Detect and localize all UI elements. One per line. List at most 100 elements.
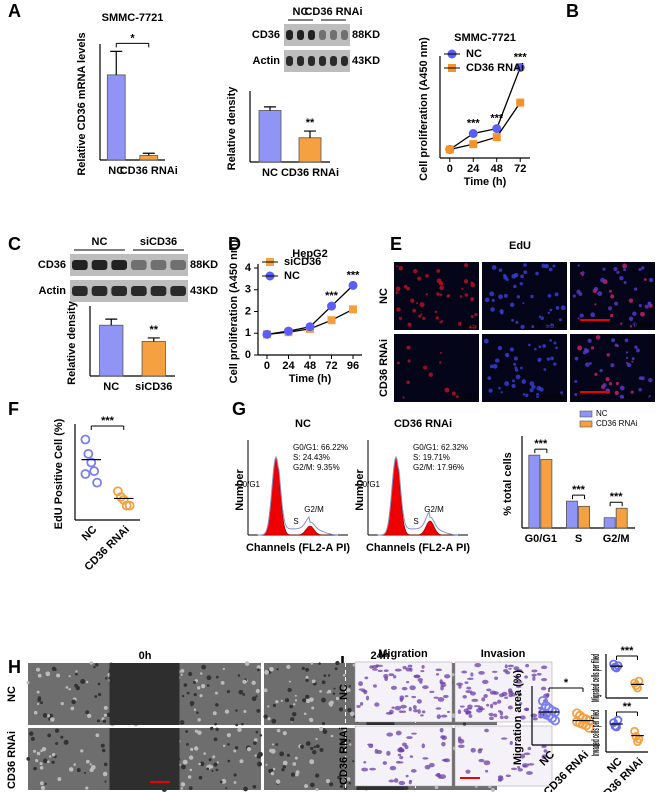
cell <box>193 681 196 684</box>
cell <box>410 298 415 303</box>
cell <box>440 682 447 688</box>
cell <box>363 761 367 764</box>
cell <box>37 698 42 702</box>
legend-label: CD36 RNAi <box>466 62 524 74</box>
cell <box>253 738 258 742</box>
cell <box>377 669 383 673</box>
cell <box>581 271 585 275</box>
cell <box>560 391 564 395</box>
cell <box>101 748 106 753</box>
cell <box>310 782 315 788</box>
blot-band <box>297 56 304 66</box>
y-axis-label: Relative density <box>66 300 78 385</box>
cell <box>509 347 514 352</box>
cell <box>180 673 183 676</box>
cell <box>395 291 399 295</box>
cell <box>188 755 194 760</box>
x-tick-label: 24 <box>467 163 480 175</box>
cell <box>520 274 524 279</box>
flow-stat: G0/G1: 62.32% <box>413 443 468 452</box>
cell <box>295 772 299 777</box>
legend-label: NC <box>466 48 482 60</box>
cell <box>309 759 315 765</box>
cell <box>585 348 590 354</box>
bar <box>566 500 578 529</box>
cell <box>549 323 555 328</box>
cell <box>590 312 596 318</box>
cell <box>233 773 237 777</box>
cell <box>282 731 287 736</box>
cell <box>340 739 345 744</box>
blot-band <box>72 286 88 296</box>
cell <box>406 345 411 350</box>
cell <box>276 668 279 671</box>
cell <box>440 735 445 739</box>
cell <box>465 690 473 694</box>
point <box>80 469 91 479</box>
cell <box>102 719 107 724</box>
cell <box>467 677 474 681</box>
cell <box>39 781 44 786</box>
cell <box>190 747 194 751</box>
cell <box>396 265 399 268</box>
cell <box>51 760 55 764</box>
cell <box>640 311 645 317</box>
cell <box>185 730 189 733</box>
peak-label: S <box>293 517 298 526</box>
cell <box>367 743 374 746</box>
cell <box>481 697 486 702</box>
cell <box>263 714 268 719</box>
cell <box>206 684 210 687</box>
cell <box>315 773 320 778</box>
cell <box>521 379 527 384</box>
cell <box>180 669 185 673</box>
cell <box>574 393 578 396</box>
row-label: NC <box>6 686 18 702</box>
cell <box>361 767 369 772</box>
cell <box>614 301 619 306</box>
cell <box>356 705 361 708</box>
cell <box>487 376 492 380</box>
cell <box>477 748 482 754</box>
cell <box>383 669 389 672</box>
cell <box>305 741 311 746</box>
legend-label: CD36 RNAi <box>596 419 638 428</box>
cell <box>541 754 547 760</box>
cell <box>293 703 296 706</box>
cell <box>422 685 429 690</box>
cell <box>413 269 418 274</box>
cell <box>510 767 518 771</box>
cell <box>498 693 505 698</box>
cell <box>470 281 474 285</box>
cell <box>528 343 531 347</box>
cell <box>608 382 613 386</box>
cell <box>212 711 217 716</box>
point <box>80 434 91 445</box>
cell <box>434 785 439 790</box>
point <box>613 661 623 670</box>
cell <box>529 388 534 393</box>
cell <box>489 364 494 369</box>
cell <box>42 713 48 718</box>
bar <box>615 507 628 529</box>
x-tick-label: 0 <box>447 163 453 175</box>
wound-gap <box>109 728 180 790</box>
row-label: NC <box>378 288 390 304</box>
cell <box>494 676 499 680</box>
cell <box>103 762 108 767</box>
cell <box>51 666 57 672</box>
series-line <box>449 67 521 151</box>
point <box>115 492 126 502</box>
point <box>349 305 358 314</box>
cell <box>244 661 250 666</box>
cell <box>213 762 218 767</box>
cell <box>37 673 42 678</box>
cell <box>39 765 44 770</box>
cell <box>537 357 542 362</box>
cell <box>267 705 270 708</box>
cell <box>311 706 315 710</box>
cell <box>321 697 326 703</box>
cell <box>406 736 413 740</box>
cell <box>517 693 523 697</box>
cell <box>436 714 441 720</box>
